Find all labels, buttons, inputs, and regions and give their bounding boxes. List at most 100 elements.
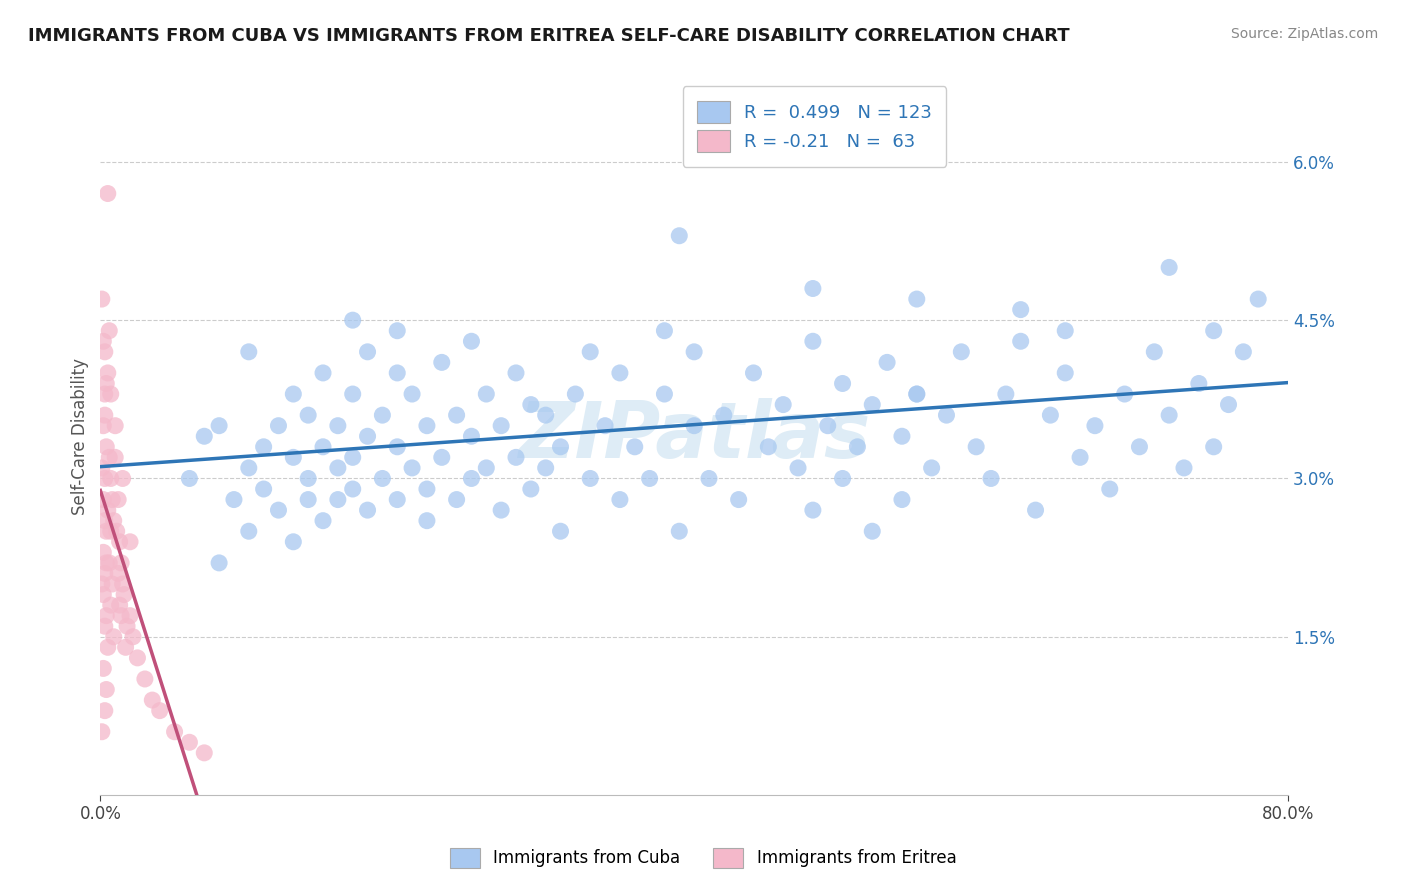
Point — [342, 313, 364, 327]
Point — [312, 440, 335, 454]
Point — [104, 450, 127, 465]
Point — [550, 524, 572, 539]
Legend: R =  0.499   N = 123, R = -0.21   N =  63: R = 0.499 N = 123, R = -0.21 N = 63 — [683, 87, 946, 167]
Point — [283, 534, 305, 549]
Point — [994, 387, 1017, 401]
Point — [430, 450, 453, 465]
Point — [446, 492, 468, 507]
Point — [90, 461, 112, 475]
Point — [831, 376, 853, 391]
Point — [1188, 376, 1211, 391]
Point — [356, 503, 378, 517]
Point — [342, 387, 364, 401]
Point — [520, 482, 543, 496]
Point — [94, 619, 117, 633]
Point — [96, 524, 118, 539]
Point — [1098, 482, 1121, 496]
Point — [860, 524, 883, 539]
Point — [534, 408, 557, 422]
Point — [416, 482, 439, 496]
Point — [638, 471, 661, 485]
Point — [101, 492, 124, 507]
Text: Source: ZipAtlas.com: Source: ZipAtlas.com — [1230, 27, 1378, 41]
Point — [860, 398, 883, 412]
Point — [122, 630, 145, 644]
Point — [1202, 324, 1225, 338]
Point — [91, 661, 114, 675]
Point — [921, 461, 943, 475]
Point — [114, 640, 136, 655]
Point — [654, 387, 676, 401]
Point — [356, 344, 378, 359]
Point — [935, 408, 957, 422]
Point — [371, 471, 394, 485]
Point — [98, 450, 121, 465]
Point — [430, 355, 453, 369]
Point — [179, 735, 201, 749]
Legend: Immigrants from Cuba, Immigrants from Eritrea: Immigrants from Cuba, Immigrants from Er… — [443, 841, 963, 875]
Point — [505, 366, 527, 380]
Point — [94, 387, 117, 401]
Point — [104, 418, 127, 433]
Point — [253, 440, 276, 454]
Point — [112, 588, 135, 602]
Point — [697, 471, 720, 485]
Point — [772, 398, 794, 412]
Point — [846, 440, 869, 454]
Point — [118, 534, 141, 549]
Point — [267, 418, 290, 433]
Point — [623, 440, 645, 454]
Point — [801, 503, 824, 517]
Point — [107, 492, 129, 507]
Point — [387, 492, 409, 507]
Point — [267, 503, 290, 517]
Point — [564, 387, 586, 401]
Point — [94, 566, 117, 581]
Point — [118, 608, 141, 623]
Point — [100, 524, 122, 539]
Point — [100, 387, 122, 401]
Point — [890, 429, 912, 443]
Point — [110, 556, 132, 570]
Point — [1054, 324, 1077, 338]
Point — [105, 524, 128, 539]
Point — [193, 746, 215, 760]
Point — [111, 577, 134, 591]
Point — [1114, 387, 1136, 401]
Point — [683, 418, 706, 433]
Text: IMMIGRANTS FROM CUBA VS IMMIGRANTS FROM ERITREA SELF-CARE DISABILITY CORRELATION: IMMIGRANTS FROM CUBA VS IMMIGRANTS FROM … — [28, 27, 1070, 45]
Point — [208, 556, 231, 570]
Point — [98, 556, 121, 570]
Point — [446, 408, 468, 422]
Point — [1010, 302, 1032, 317]
Point — [1010, 334, 1032, 349]
Point — [91, 588, 114, 602]
Point — [1069, 450, 1091, 465]
Point — [208, 418, 231, 433]
Point — [149, 704, 172, 718]
Point — [371, 408, 394, 422]
Point — [579, 471, 602, 485]
Point — [489, 418, 512, 433]
Point — [90, 724, 112, 739]
Point — [179, 471, 201, 485]
Point — [108, 534, 131, 549]
Point — [94, 704, 117, 718]
Y-axis label: Self-Care Disability: Self-Care Disability — [72, 358, 89, 515]
Point — [90, 577, 112, 591]
Point — [534, 461, 557, 475]
Point — [111, 471, 134, 485]
Point — [326, 461, 349, 475]
Point — [312, 514, 335, 528]
Point — [96, 682, 118, 697]
Point — [94, 344, 117, 359]
Point — [108, 598, 131, 612]
Point — [253, 482, 276, 496]
Point — [110, 608, 132, 623]
Point — [283, 387, 305, 401]
Point — [342, 482, 364, 496]
Point — [416, 514, 439, 528]
Point — [475, 387, 498, 401]
Point — [579, 344, 602, 359]
Point — [713, 408, 735, 422]
